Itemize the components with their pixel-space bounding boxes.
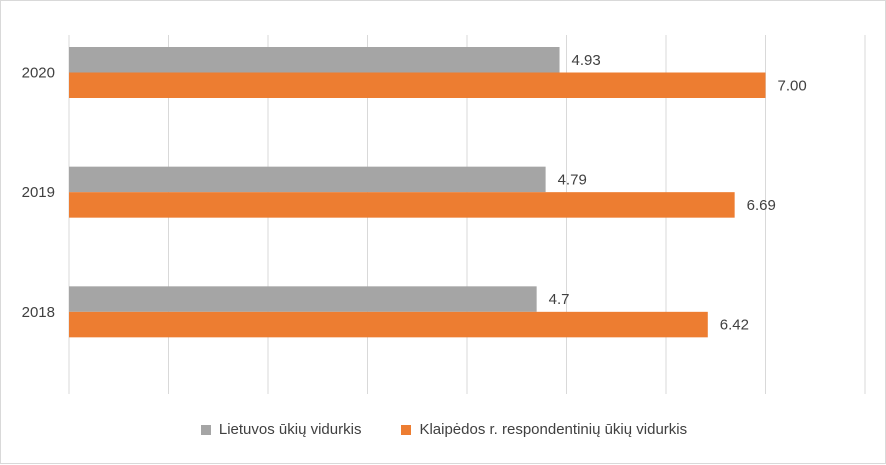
legend: Lietuvos ūkių vidurkis Klaipėdos r. resp… [1, 421, 886, 438]
legend-swatch-gray [200, 424, 211, 435]
bars [69, 47, 766, 338]
category-tick-2020: 2020 [22, 65, 55, 82]
data-label-klaipedos-2018: 6.42 [720, 317, 749, 334]
bar-lietuvos-2020 [69, 47, 560, 73]
data-label-klaipedos-2020: 7.00 [778, 77, 807, 94]
legend-label-lietuvos: Lietuvos ūkių vidurkis [218, 421, 362, 438]
bar-lietuvos-2019 [69, 166, 546, 193]
legend-label-klaipedos: Klaipėdos r. respondentinių ūkių vidurki… [419, 421, 688, 438]
category-tick-2018: 2018 [22, 304, 55, 321]
category-axis: 2018 2019 2020 [22, 65, 55, 321]
data-label-lietuvos-2019: 4.79 [558, 171, 587, 188]
data-label-lietuvos-2020: 4.93 [572, 52, 601, 69]
legend-item-lietuvos: Lietuvos ūkių vidurkis [200, 421, 362, 438]
legend-swatch-orange [401, 424, 412, 435]
category-tick-2019: 2019 [22, 184, 55, 201]
bar-klaipedos-2020 [69, 72, 766, 98]
bar-lietuvos-2018 [69, 286, 537, 312]
bar-klaipedos-2018 [69, 311, 708, 338]
data-labels: 4.7 6.42 4.79 6.69 4.93 7.00 [549, 52, 807, 334]
data-label-lietuvos-2018: 4.7 [549, 291, 570, 308]
legend-item-klaipedos: Klaipėdos r. respondentinių ūkių vidurki… [401, 421, 687, 438]
bar-klaipedos-2019 [69, 192, 735, 218]
data-label-klaipedos-2019: 6.69 [747, 197, 776, 214]
